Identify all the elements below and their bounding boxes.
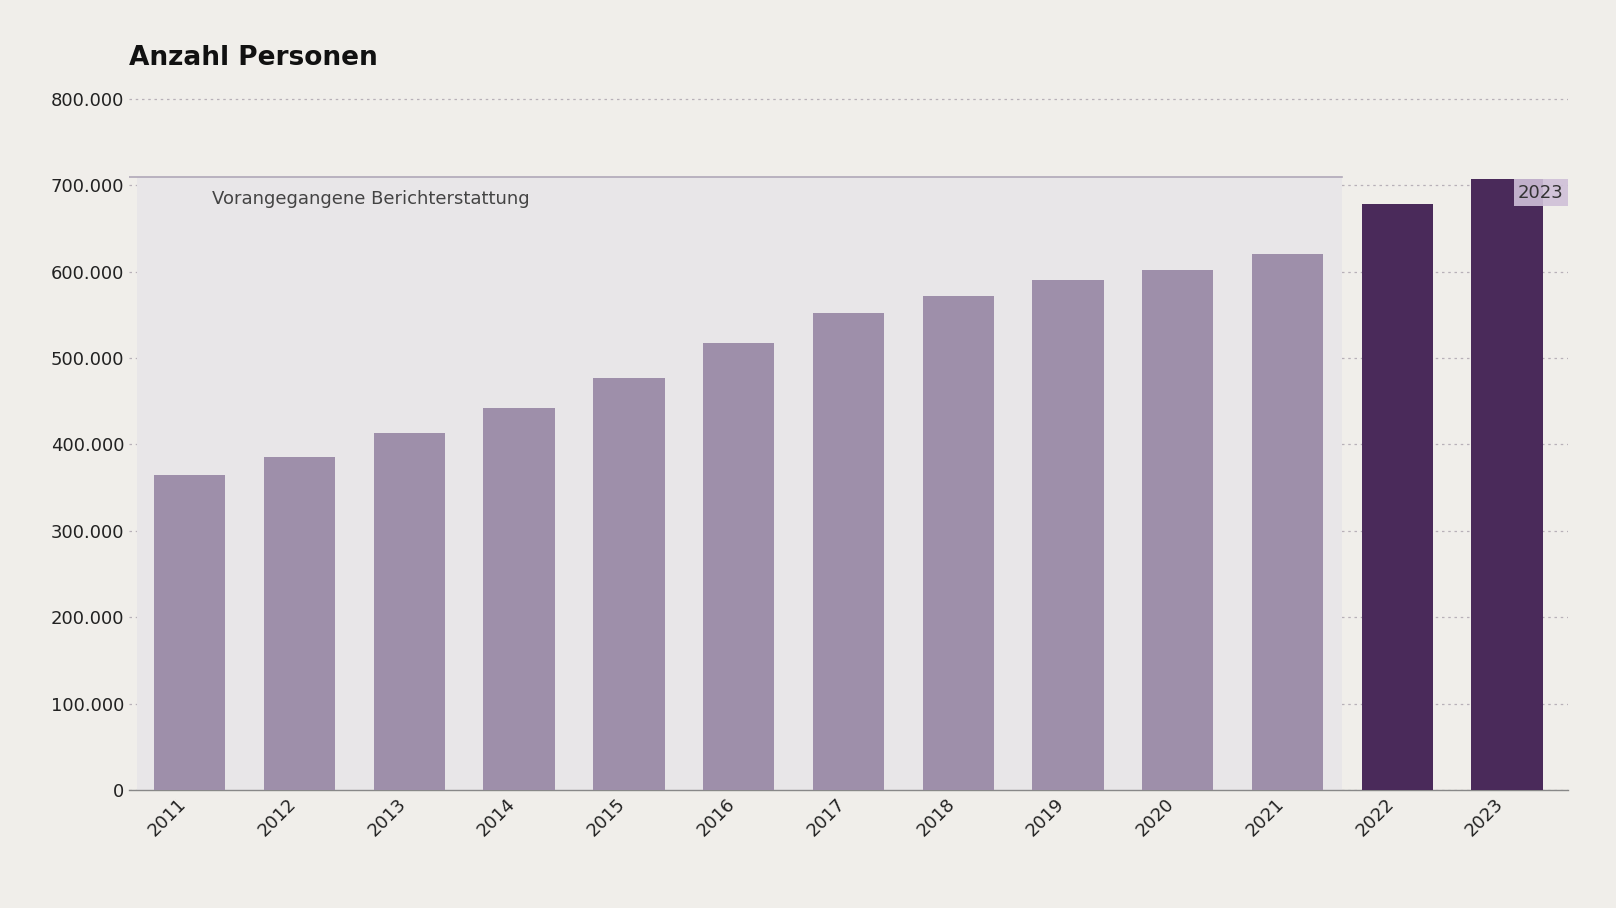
Bar: [373, 433, 444, 790]
Bar: [1472, 179, 1543, 790]
Bar: [1362, 204, 1433, 790]
Bar: [483, 409, 554, 790]
Bar: [1143, 270, 1214, 790]
Text: Vorangegangene Berichterstattung: Vorangegangene Berichterstattung: [212, 190, 530, 208]
Bar: [1252, 254, 1324, 790]
Bar: [154, 475, 225, 790]
Text: 2023: 2023: [1517, 183, 1564, 202]
FancyBboxPatch shape: [137, 177, 1343, 790]
Bar: [1033, 281, 1104, 790]
Text: Anzahl Personen: Anzahl Personen: [129, 45, 378, 71]
Bar: [813, 313, 884, 790]
Bar: [923, 296, 994, 790]
Bar: [263, 458, 335, 790]
Bar: [593, 378, 664, 790]
Bar: [703, 342, 774, 790]
